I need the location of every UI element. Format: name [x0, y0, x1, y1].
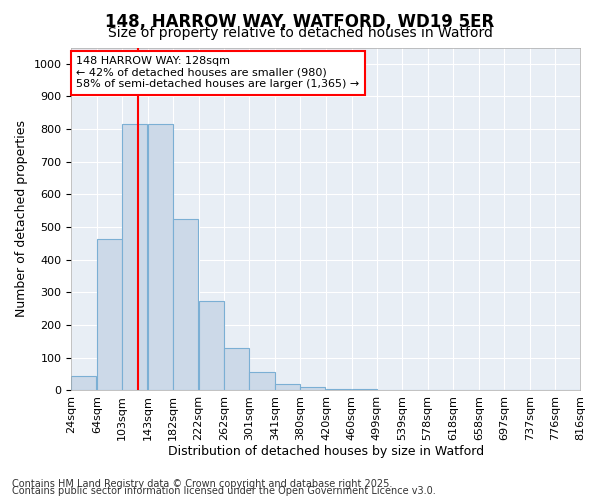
- X-axis label: Distribution of detached houses by size in Watford: Distribution of detached houses by size …: [167, 444, 484, 458]
- Bar: [300, 387, 325, 390]
- Bar: [173, 219, 198, 390]
- Text: Contains HM Land Registry data © Crown copyright and database right 2025.: Contains HM Land Registry data © Crown c…: [12, 479, 392, 489]
- Bar: [97, 238, 122, 390]
- Y-axis label: Number of detached properties: Number of detached properties: [15, 120, 28, 318]
- Bar: [326, 388, 351, 390]
- Bar: [199, 300, 224, 390]
- Bar: [224, 348, 250, 391]
- Bar: [250, 372, 275, 390]
- Text: 148, HARROW WAY, WATFORD, WD19 5ER: 148, HARROW WAY, WATFORD, WD19 5ER: [106, 12, 494, 30]
- Bar: [71, 376, 97, 390]
- Text: 148 HARROW WAY: 128sqm
← 42% of detached houses are smaller (980)
58% of semi-de: 148 HARROW WAY: 128sqm ← 42% of detached…: [76, 56, 359, 90]
- Bar: [275, 384, 300, 390]
- Bar: [148, 124, 173, 390]
- Bar: [122, 124, 147, 390]
- Text: Size of property relative to detached houses in Watford: Size of property relative to detached ho…: [107, 26, 493, 40]
- Text: Contains public sector information licensed under the Open Government Licence v3: Contains public sector information licen…: [12, 486, 436, 496]
